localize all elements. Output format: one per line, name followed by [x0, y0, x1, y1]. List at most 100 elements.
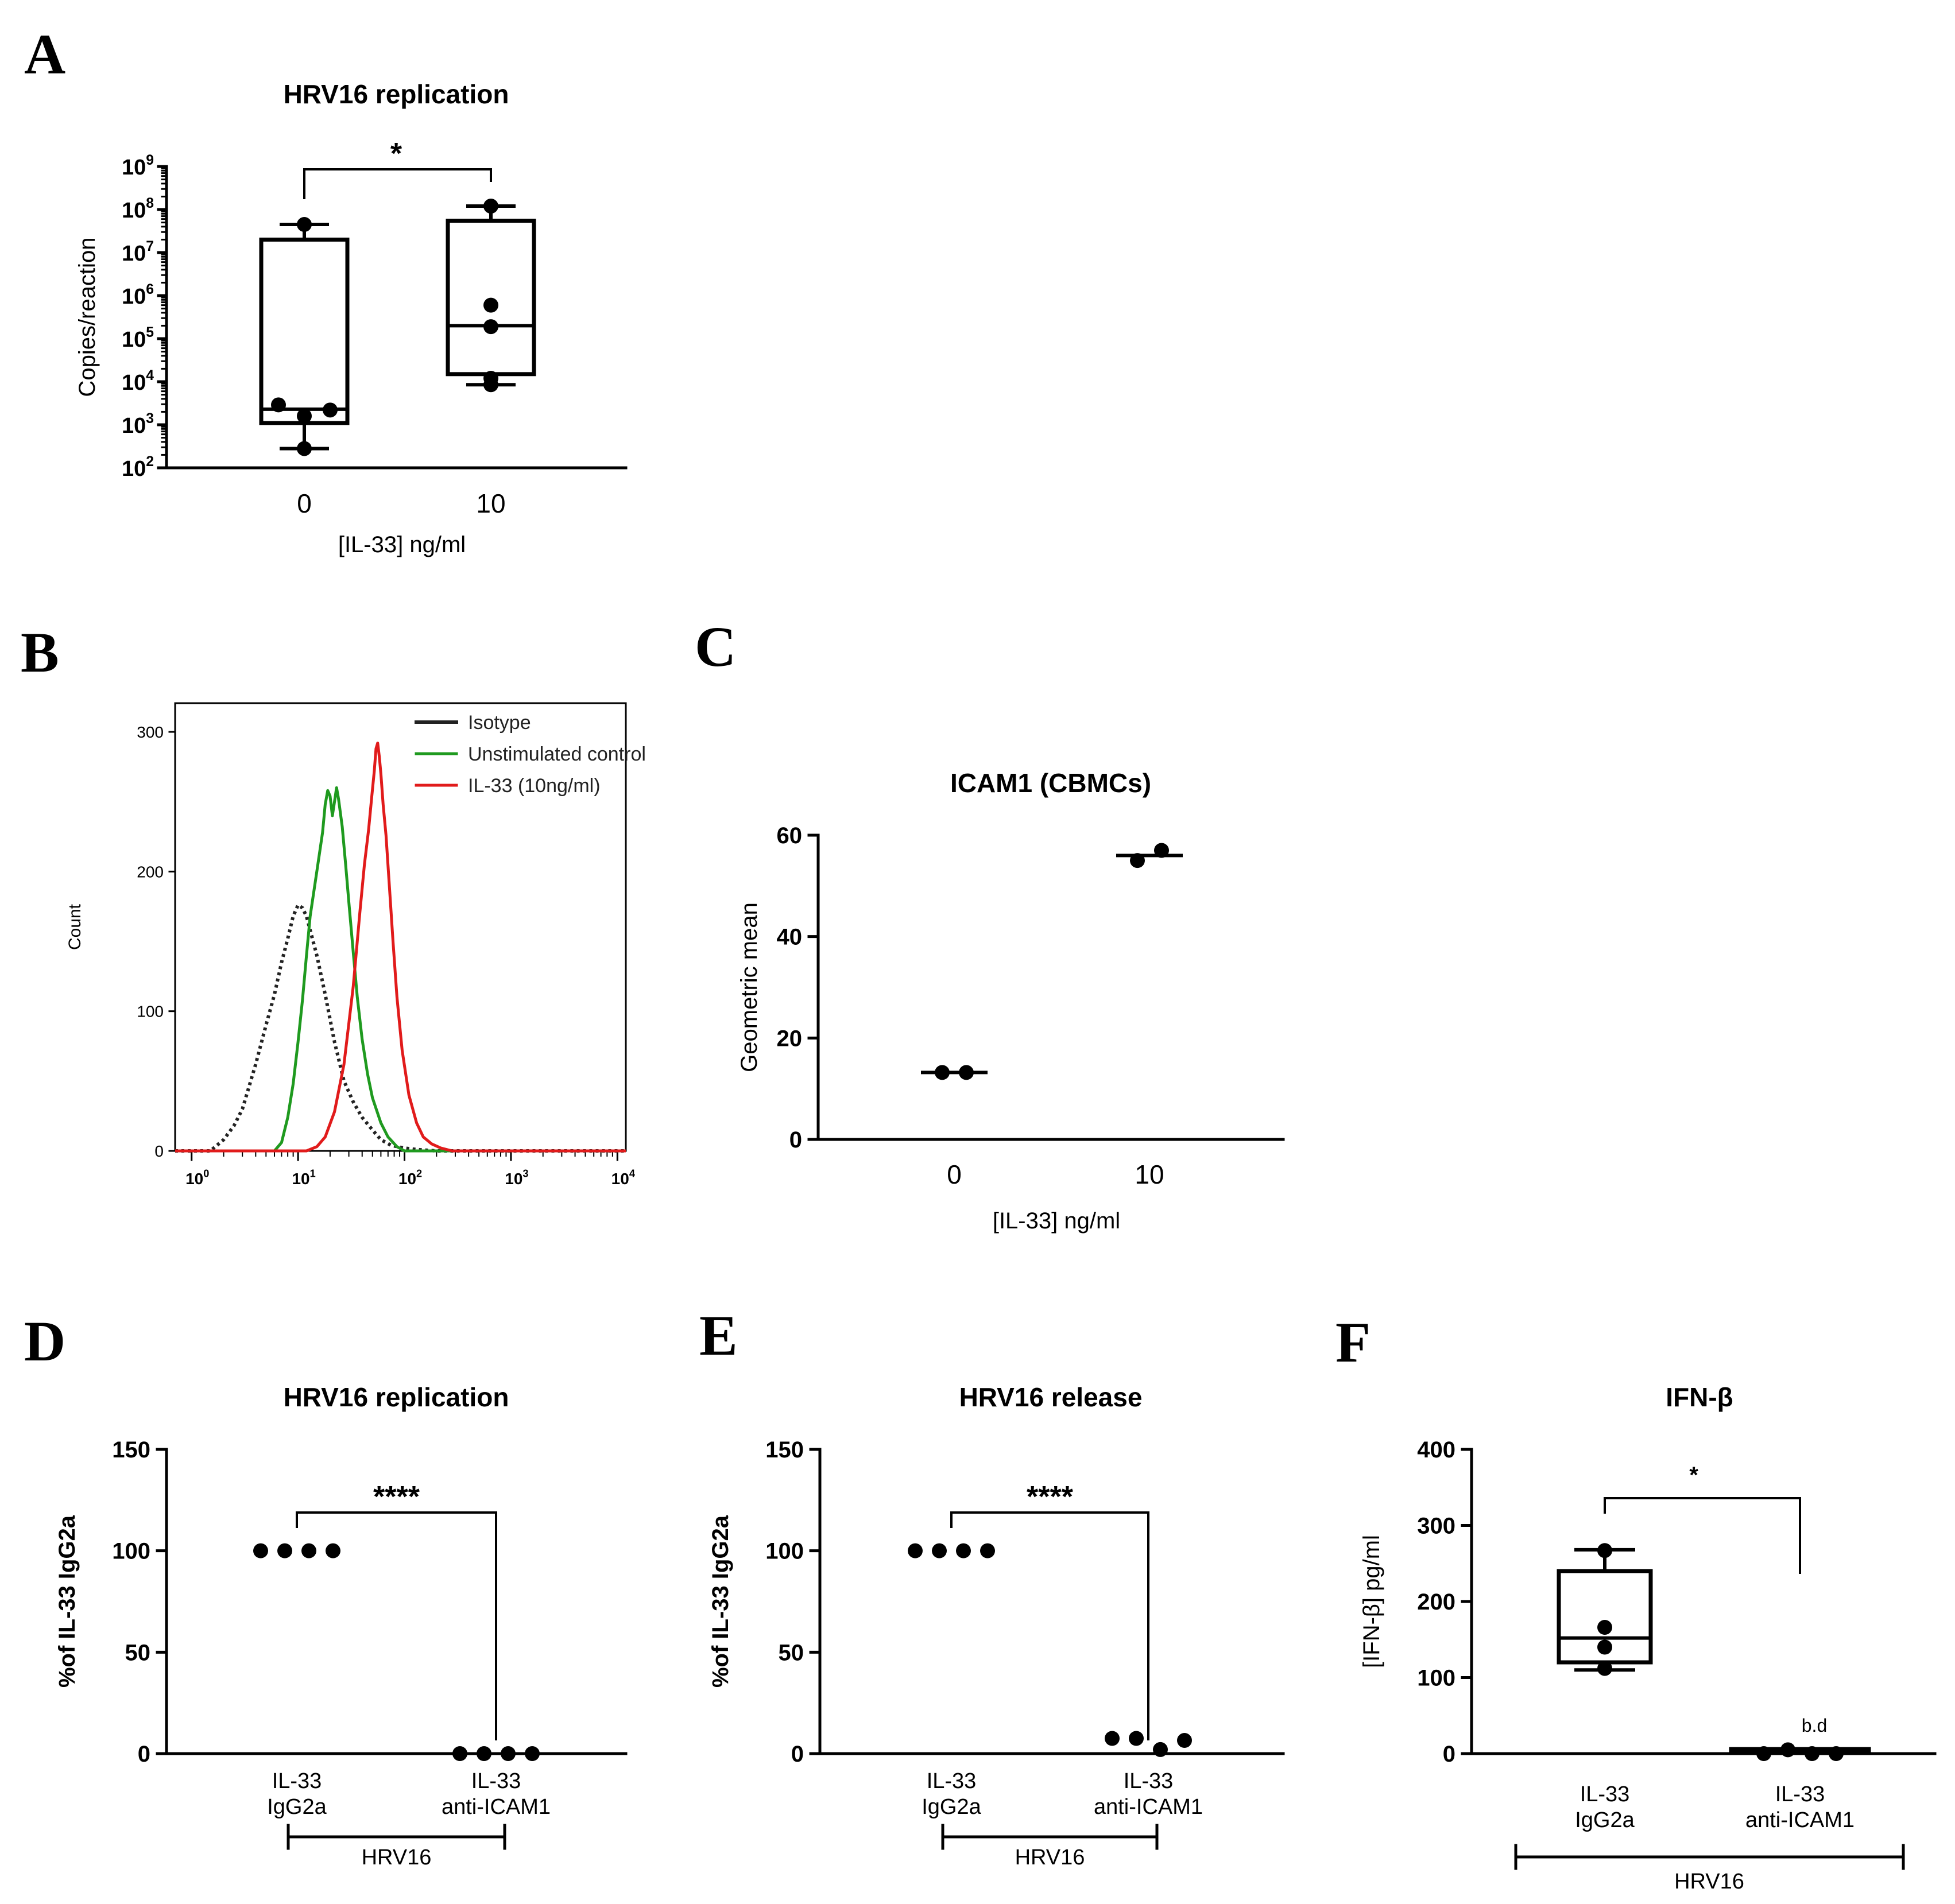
data-point — [297, 441, 312, 456]
x-tick-label: 104 — [611, 1168, 636, 1188]
y-tick-label: 0 — [791, 1742, 804, 1767]
panel-c-chart: ICAM1 (CBMCs) Geometric mean [IL-33] ng/ml… — [737, 768, 1285, 1234]
data-point — [483, 371, 498, 386]
chart-title: HRV16 replication — [284, 1382, 509, 1412]
panel-letter-e: E — [699, 1304, 738, 1367]
panel-letter-a: A — [24, 22, 65, 86]
data-point — [483, 319, 498, 335]
x-tick-label-line2: IgG2a — [922, 1795, 981, 1819]
y-tick-label: 107 — [122, 239, 154, 266]
x-tick-label: 101 — [292, 1168, 315, 1188]
panel-letter-d: D — [24, 1309, 65, 1373]
y-axis-label: Count — [65, 903, 84, 950]
legend-label: Unstimulated control — [468, 743, 646, 765]
panel-d-chart: HRV16 replication %of IL-33 IgG2a 0 50 100 15… — [55, 1382, 628, 1870]
group-bracket-label: HRV16 — [362, 1845, 432, 1870]
data-point — [483, 199, 498, 214]
data-point — [1756, 1746, 1771, 1761]
data-point — [297, 408, 312, 424]
chart-title: IFN-β — [1666, 1382, 1733, 1412]
y-axis-label: [IFN-β] pg/ml — [1359, 1535, 1384, 1668]
data-point — [956, 1543, 971, 1558]
data-point — [271, 397, 286, 413]
y-tick-label: 50 — [779, 1640, 804, 1665]
y-tick-label: 150 — [765, 1437, 804, 1463]
chart-title: ICAM1 (CBMCs) — [950, 768, 1151, 798]
panel-b-chart: Count 0 100 200 300 100 101 102 103 104 Isotype Uns… — [65, 702, 646, 1188]
y-tick-label: 0 — [154, 1142, 164, 1160]
data-point — [1130, 853, 1145, 868]
y-axis-label: Copies/reaction — [75, 238, 100, 397]
y-tick-label: 0 — [1443, 1742, 1455, 1767]
y-tick-label: 108 — [122, 196, 154, 223]
significance-label: * — [390, 137, 402, 170]
data-point — [1153, 1742, 1168, 1757]
chart-title: HRV16 replication — [284, 79, 509, 109]
data-point — [323, 402, 338, 418]
x-tick-label: 0 — [947, 1160, 962, 1189]
y-axis-label: Geometric mean — [737, 902, 762, 1072]
data-point — [1154, 843, 1169, 858]
data-point — [1597, 1543, 1612, 1558]
y-tick-label: 109 — [122, 153, 154, 180]
x-tick-label-line1: IL-33 — [1124, 1769, 1174, 1793]
data-point — [932, 1543, 947, 1558]
y-tick-label: 105 — [122, 325, 154, 352]
legend-label: Isotype — [468, 712, 531, 734]
x-tick-label-line2: anti-ICAM1 — [1745, 1808, 1855, 1832]
x-tick-label-line2: anti-ICAM1 — [442, 1795, 551, 1819]
y-tick-label: 100 — [1417, 1666, 1455, 1691]
y-tick-label: 60 — [777, 823, 803, 848]
x-tick-label-line2: anti-ICAM1 — [1094, 1795, 1203, 1819]
group-bracket-label: HRV16 — [1015, 1845, 1085, 1870]
data-point — [1105, 1731, 1120, 1746]
y-tick-label: 400 — [1417, 1437, 1455, 1463]
data-point — [297, 217, 312, 232]
x-tick-label-line1: IL-33 — [471, 1769, 521, 1793]
significance-label: **** — [373, 1480, 420, 1514]
x-axis-label: [IL-33] ng/ml — [993, 1208, 1120, 1234]
data-point — [1597, 1639, 1612, 1655]
group-bracket-label: HRV16 — [1674, 1870, 1744, 1894]
y-tick-label: 200 — [137, 863, 164, 881]
y-tick-label: 0 — [138, 1742, 150, 1767]
data-point — [452, 1746, 467, 1761]
data-point — [908, 1543, 923, 1558]
data-point — [301, 1543, 316, 1558]
box — [259, 237, 350, 425]
data-point — [1805, 1746, 1819, 1761]
x-tick-label: 100 — [185, 1168, 209, 1188]
data-point — [501, 1746, 516, 1761]
x-tick-label-line2: IgG2a — [1575, 1808, 1635, 1832]
panel-letter-f: F — [1335, 1310, 1371, 1374]
data-point — [1597, 1620, 1612, 1635]
data-point — [525, 1746, 540, 1761]
panel-a-chart: HRV16 replication Copies/reaction [IL-33] … — [75, 79, 628, 557]
data-point — [1597, 1661, 1612, 1676]
data-point — [477, 1746, 491, 1761]
plot-frame — [174, 702, 627, 1152]
data-point — [1177, 1733, 1192, 1748]
y-axis-label: %of IL-33 IgG2a — [55, 1515, 80, 1688]
chart-title: HRV16 release — [959, 1382, 1143, 1412]
data-point — [1829, 1746, 1844, 1761]
y-tick-label: 150 — [112, 1437, 150, 1463]
below-detection-label: b.d — [1802, 1715, 1827, 1736]
y-tick-label: 300 — [1417, 1514, 1455, 1539]
series-line — [175, 786, 626, 1153]
significance-label: * — [1689, 1463, 1698, 1488]
significance-label: **** — [1027, 1480, 1074, 1514]
legend-label: IL-33 (10ng/ml) — [468, 775, 601, 797]
x-tick-label: 102 — [398, 1168, 422, 1188]
x-tick-label-line1: IL-33 — [927, 1769, 977, 1793]
x-tick-label-line1: IL-33 — [1580, 1782, 1630, 1806]
y-tick-label: 100 — [137, 1003, 164, 1021]
data-point — [253, 1543, 268, 1558]
box — [446, 218, 536, 377]
panel-letter-c: C — [695, 615, 736, 678]
data-point — [980, 1543, 995, 1558]
x-tick-label: 10 — [476, 488, 505, 518]
y-tick-label: 103 — [122, 411, 154, 438]
x-tick-label: 103 — [505, 1168, 528, 1188]
